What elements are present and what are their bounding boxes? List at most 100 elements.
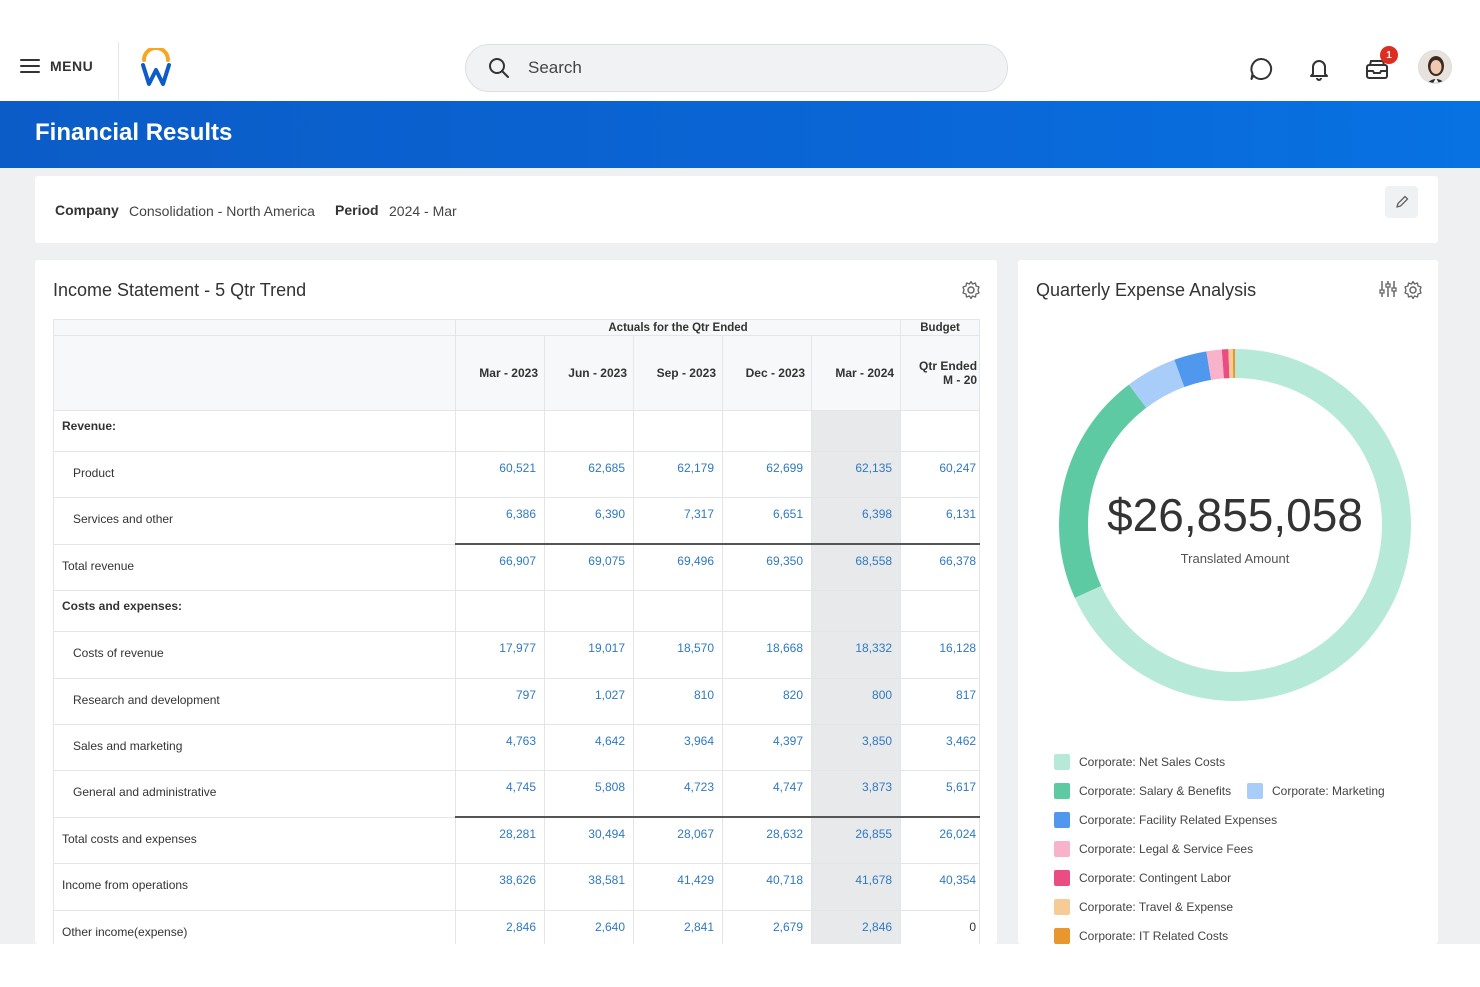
value-cell[interactable]: 17,977	[455, 631, 545, 679]
income-statement-card: Income Statement - 5 Qtr Trend Actuals f…	[35, 260, 997, 944]
gear-icon[interactable]	[1403, 280, 1423, 300]
value-cell[interactable]: 28,281	[455, 816, 545, 865]
value-cell[interactable]: 7,317	[633, 497, 723, 545]
donut-slice[interactable]	[1174, 351, 1212, 388]
value-cell[interactable]: 3,850	[810, 723, 902, 772]
value-cell[interactable]: 2,846	[810, 909, 902, 944]
value-cell[interactable]: 69,496	[633, 543, 723, 592]
filter-sliders-icon[interactable]	[1378, 279, 1398, 299]
value-cell[interactable]: 19,017	[544, 631, 634, 679]
column-header[interactable]: Dec - 2023	[722, 335, 812, 411]
donut-slice[interactable]	[1221, 349, 1230, 379]
value-cell[interactable]: 4,763	[455, 723, 545, 772]
legend-item[interactable]: Corporate: Travel & Expense	[1054, 899, 1233, 915]
value-cell[interactable]: 62,179	[633, 450, 723, 499]
value-cell[interactable]: 3,462	[900, 723, 981, 772]
value-cell[interactable]: 1,027	[544, 677, 634, 725]
column-header[interactable]: Qtr Ended M - 20	[900, 335, 981, 411]
donut-slice[interactable]	[1128, 359, 1185, 408]
value-cell[interactable]: 28,067	[633, 816, 723, 865]
value-cell[interactable]: 62,135	[810, 450, 902, 499]
value-cell[interactable]: 6,390	[544, 497, 634, 545]
value-cell[interactable]: 28,632	[722, 816, 812, 865]
column-header[interactable]: Jun - 2023	[544, 335, 634, 411]
donut-slice[interactable]	[1059, 384, 1147, 598]
value-cell[interactable]: 820	[722, 677, 812, 725]
legend-item[interactable]: Corporate: IT Related Costs	[1054, 928, 1228, 944]
inbox-icon[interactable]	[1364, 56, 1390, 82]
value-cell[interactable]: 18,332	[810, 631, 902, 679]
legend-item[interactable]: Corporate: Marketing	[1247, 783, 1385, 799]
row-label: Income from operations	[53, 863, 456, 911]
column-header[interactable]: Mar - 2024	[810, 335, 902, 411]
donut-slice[interactable]	[1228, 349, 1234, 379]
workday-logo-icon[interactable]	[138, 48, 174, 88]
value-cell[interactable]: 16,128	[900, 631, 981, 679]
value-cell[interactable]: 62,685	[544, 450, 634, 499]
value-cell[interactable]: 18,570	[633, 631, 723, 679]
value-cell[interactable]: 797	[455, 677, 545, 725]
value-cell[interactable]: 4,747	[722, 770, 812, 818]
legend-item[interactable]: Corporate: Legal & Service Fees	[1054, 841, 1253, 857]
value-cell[interactable]: 2,640	[544, 909, 634, 944]
value-cell[interactable]: 2,846	[455, 909, 545, 944]
avatar[interactable]	[1418, 50, 1452, 84]
search-bar[interactable]	[465, 44, 1008, 92]
value-cell[interactable]: 41,678	[810, 863, 902, 911]
value-cell[interactable]: 62,699	[722, 450, 812, 499]
value-cell[interactable]: 40,354	[900, 863, 981, 911]
value-cell[interactable]: 810	[633, 677, 723, 725]
value-cell[interactable]: 4,723	[633, 770, 723, 818]
value-cell[interactable]: 38,581	[544, 863, 634, 911]
value-cell[interactable]: 68,558	[810, 543, 902, 592]
expense-analysis-title: Quarterly Expense Analysis	[1036, 280, 1257, 300]
value-cell[interactable]: 26,855	[810, 816, 902, 865]
chat-icon[interactable]	[1248, 56, 1274, 82]
value-cell[interactable]: 4,745	[455, 770, 545, 818]
value-cell[interactable]: 817	[900, 677, 981, 725]
value-cell[interactable]: 2,841	[633, 909, 723, 944]
bell-icon[interactable]	[1306, 56, 1332, 82]
value-cell[interactable]: 5,617	[900, 770, 981, 818]
legend-item[interactable]: Corporate: Net Sales Costs	[1054, 754, 1225, 770]
value-cell[interactable]: 5,808	[544, 770, 634, 818]
value-cell[interactable]: 800	[810, 677, 902, 725]
donut-slice[interactable]	[1206, 349, 1224, 380]
table-cell	[455, 590, 545, 633]
gear-icon[interactable]	[961, 280, 981, 300]
value-cell[interactable]: 4,397	[722, 723, 812, 772]
edit-filter-button[interactable]	[1385, 186, 1418, 218]
value-cell[interactable]: 66,378	[900, 543, 981, 592]
column-header[interactable]: Sep - 2023	[633, 335, 723, 411]
value-cell[interactable]: 38,626	[455, 863, 545, 911]
value-cell[interactable]: 41,429	[633, 863, 723, 911]
menu-button[interactable]: MENU	[20, 58, 93, 74]
value-cell[interactable]: 60,247	[900, 450, 981, 499]
value-cell[interactable]: 40,718	[722, 863, 812, 911]
legend-item[interactable]: Corporate: Contingent Labor	[1054, 870, 1231, 886]
table-cell	[810, 590, 902, 633]
value-cell[interactable]: 2,679	[722, 909, 812, 944]
value-cell[interactable]: 3,873	[810, 770, 902, 818]
value-cell[interactable]: 69,350	[722, 543, 812, 592]
column-header[interactable]: Mar - 2023	[455, 335, 545, 411]
value-cell[interactable]: 26,024	[900, 816, 981, 865]
value-cell[interactable]: 18,668	[722, 631, 812, 679]
donut-slice[interactable]	[1232, 349, 1235, 379]
value-cell[interactable]: 69,075	[544, 543, 634, 592]
value-cell[interactable]: 66,907	[455, 543, 545, 592]
value-cell[interactable]: 6,651	[722, 497, 812, 545]
value-cell[interactable]: 6,131	[900, 497, 981, 545]
page-header-band: Financial Results	[0, 101, 1480, 168]
value-cell[interactable]: 30,494	[544, 816, 634, 865]
value-cell[interactable]: 3,964	[633, 723, 723, 772]
value-cell[interactable]: 6,398	[810, 497, 902, 545]
legend-item[interactable]: Corporate: Salary & Benefits	[1054, 783, 1231, 799]
table-row: Revenue:	[53, 410, 981, 452]
value-cell[interactable]: 6,386	[455, 497, 545, 545]
search-input[interactable]	[528, 58, 968, 78]
legend-item[interactable]: Corporate: Facility Related Expenses	[1054, 812, 1277, 828]
value-cell[interactable]: 4,642	[544, 723, 634, 772]
value-cell[interactable]: 0	[900, 909, 981, 944]
value-cell[interactable]: 60,521	[455, 450, 545, 499]
